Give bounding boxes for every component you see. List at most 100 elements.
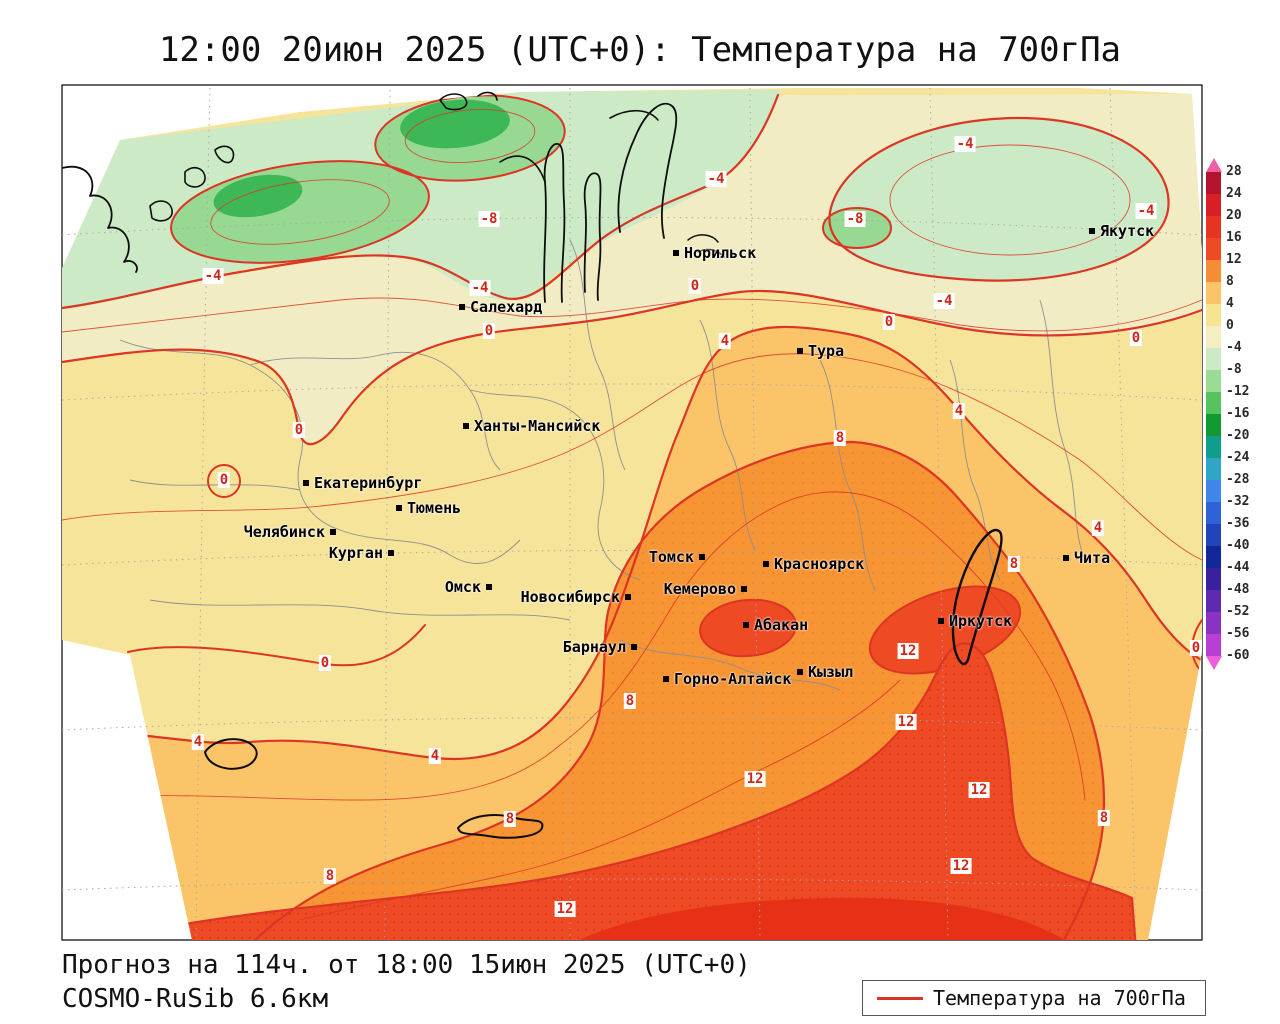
city-label: Омск (444, 578, 481, 596)
city-dot (663, 676, 669, 682)
city-dot (1089, 228, 1095, 234)
contour-label: 0 (217, 472, 231, 488)
contour-label: -4 (1135, 203, 1157, 219)
colorbar-tick: 12 (1226, 252, 1242, 267)
contour-label: -4 (954, 136, 976, 152)
colorbar-tick: -60 (1226, 648, 1250, 663)
contour-label: -8 (844, 211, 866, 227)
contour-label: 12 (744, 771, 766, 787)
colorbar-segment (1206, 172, 1221, 194)
colorbar-segment (1206, 282, 1221, 304)
colorbar-segment (1206, 414, 1221, 436)
colorbar-segment (1206, 524, 1221, 546)
city-dot (673, 250, 679, 256)
colorbar-tick: -20 (1226, 428, 1250, 443)
colorbar-segment (1206, 370, 1221, 392)
contour-label: 8 (1007, 556, 1021, 572)
legend-label: Температура на 700гПа (933, 986, 1186, 1010)
city-dot (1063, 555, 1069, 561)
colorbar-segment (1206, 480, 1221, 502)
colorbar-tick: -52 (1226, 604, 1250, 619)
colorbar-tick: 0 (1226, 318, 1234, 333)
city-dot (396, 505, 402, 511)
colorbar-segment (1206, 590, 1221, 612)
colorbar-tick: 24 (1226, 186, 1242, 201)
contour-label: 4 (1091, 520, 1105, 536)
city-label: Челябинск (243, 523, 325, 541)
city-dot (486, 584, 492, 590)
colorbar-segment (1206, 238, 1221, 260)
colorbar-tick: 16 (1226, 230, 1242, 245)
contour-label: 8 (323, 868, 337, 884)
colorbar-tick: -12 (1226, 384, 1250, 399)
colorbar-tick: -44 (1226, 560, 1250, 575)
contour-label: 0 (688, 278, 702, 294)
city-dot (938, 618, 944, 624)
forecast-info: Прогноз на 114ч. от 18:00 15июн 2025 (UT… (62, 950, 751, 980)
colorbar-tick: -36 (1226, 516, 1250, 531)
contour-label: 0 (292, 422, 306, 438)
city-label: Абакан (754, 616, 809, 634)
contour-label: 12 (897, 643, 919, 659)
contour-label: 0 (1189, 640, 1203, 656)
colorbar-arrow-bottom (1205, 656, 1222, 670)
colorbar-segment (1206, 546, 1221, 568)
colorbar-segment (1206, 568, 1221, 590)
colorbar-segment (1206, 392, 1221, 414)
colorbar-segment (1206, 326, 1221, 348)
colorbar-tick: 4 (1226, 296, 1234, 311)
city-label: Красноярск (774, 555, 865, 573)
city-label: Норильск (684, 244, 757, 262)
colorbar-segment (1206, 502, 1221, 524)
city-label: Новосибирск (520, 588, 620, 606)
colorbar-segment (1206, 304, 1221, 326)
city-label: Тюмень (407, 499, 462, 517)
city-label: Барнаул (562, 638, 626, 656)
colorbar-tick: -48 (1226, 582, 1250, 597)
city-dot (303, 480, 309, 486)
contour-label: 0 (318, 655, 332, 671)
contour-label: -4 (469, 280, 491, 296)
contour-label: 12 (895, 714, 917, 730)
colorbar-tick: 8 (1226, 274, 1234, 289)
city-dot (631, 644, 637, 650)
colorbar-tick: -40 (1226, 538, 1250, 553)
city-dot (741, 586, 747, 592)
graticule (62, 87, 1202, 939)
colorbar-tick: -28 (1226, 472, 1250, 487)
contour-label: 4 (428, 748, 442, 764)
colorbar-tick: -32 (1226, 494, 1250, 509)
city-dot (743, 622, 749, 628)
city-label: Ханты-Мансийск (474, 417, 601, 435)
contour-label: -4 (202, 268, 224, 284)
colorbar-segment (1206, 194, 1221, 216)
contour-label: -4 (705, 171, 727, 187)
admin-borders (119, 239, 1086, 691)
contour-label: 0 (482, 323, 496, 339)
footer: Прогноз на 114ч. от 18:00 15июн 2025 (UT… (62, 948, 751, 1016)
contour-label: 0 (882, 314, 896, 330)
colorbar-tick: -8 (1226, 362, 1242, 377)
colorbar-segment (1206, 458, 1221, 480)
colorbar-tick: -56 (1226, 626, 1250, 641)
colorbar-segment (1206, 436, 1221, 458)
city-dot (388, 550, 394, 556)
temperature-contours (62, 93, 1202, 940)
contour-label: 12 (968, 782, 990, 798)
city-label: Кемерово (663, 580, 736, 598)
city-dot (330, 529, 336, 535)
contour-label: 4 (952, 403, 966, 419)
contour-label: 12 (950, 858, 972, 874)
city-label: Чита (1074, 549, 1111, 567)
city-dot (459, 304, 465, 310)
city-dot (699, 554, 705, 560)
city-label: Томск (648, 548, 694, 566)
city-label: Салехард (470, 298, 543, 316)
city-label: Горно-Алтайск (674, 670, 792, 688)
colorbar-tick: -24 (1226, 450, 1250, 465)
legend: Температура на 700гПа (862, 980, 1206, 1016)
coastlines (62, 91, 1003, 839)
temperature-field (62, 88, 1202, 940)
